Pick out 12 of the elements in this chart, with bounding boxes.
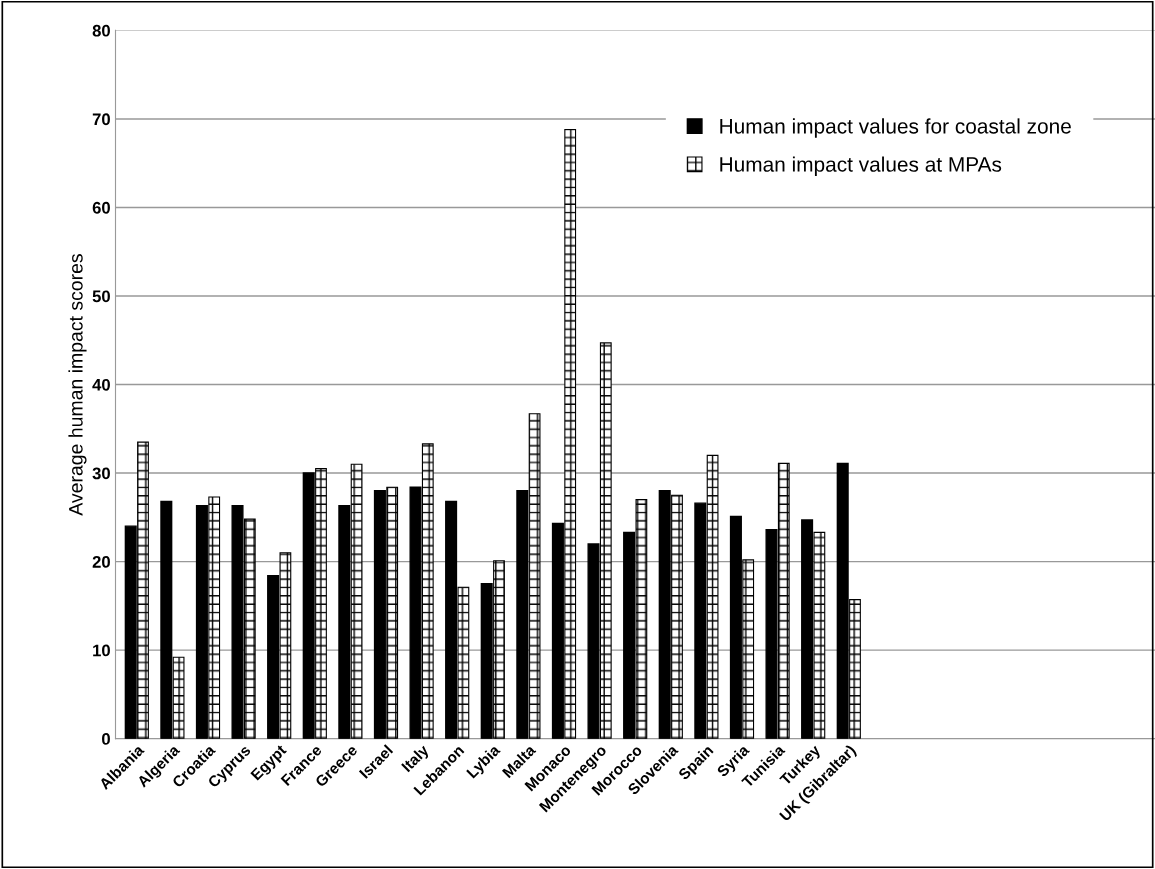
y-tick-label: 0: [102, 733, 110, 745]
y-tick-label: 60: [92, 201, 110, 214]
y-tick-label: 40: [92, 378, 110, 391]
y-tick-label: 50: [92, 290, 110, 303]
y-tick-label: 70: [92, 113, 110, 126]
y-axis-title: Average human impact scores: [68, 254, 87, 516]
y-tick-label: 20: [92, 555, 110, 568]
legend-label: Human impact values at MPAs: [720, 156, 1002, 176]
y-tick-label: 30: [92, 467, 110, 480]
legend-label: Human impact values for coastal zone: [720, 118, 1071, 138]
y-tick-label: 80: [92, 24, 110, 37]
y-tick-label: 10: [93, 644, 110, 657]
